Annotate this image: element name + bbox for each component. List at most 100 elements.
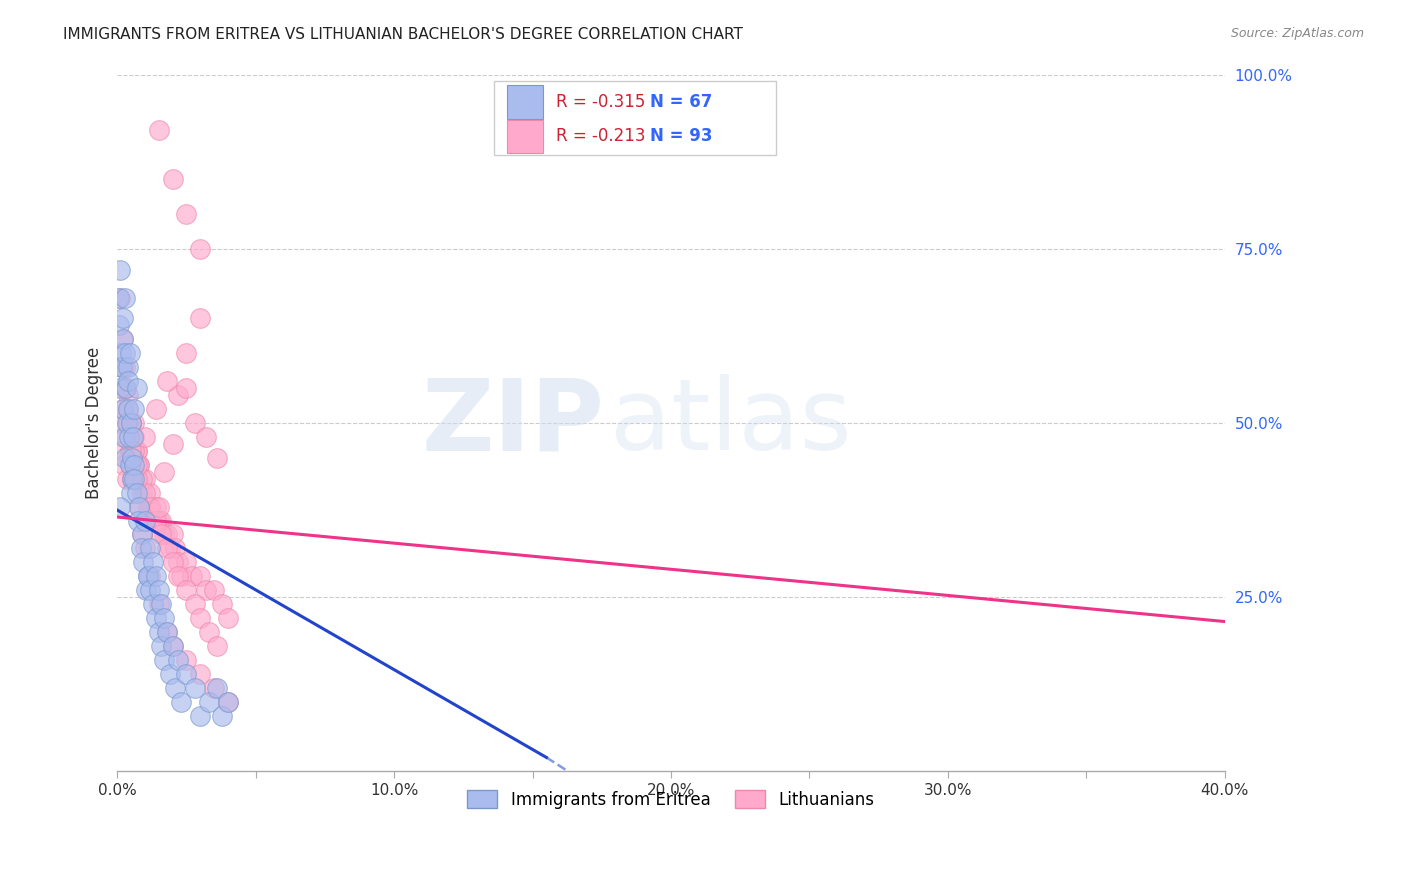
- Point: [114, 360, 136, 375]
- Point: [122, 443, 145, 458]
- Text: Source: ZipAtlas.com: Source: ZipAtlas.com: [1230, 27, 1364, 40]
- Y-axis label: Bachelor's Degree: Bachelor's Degree: [86, 347, 103, 500]
- Point: [156, 625, 179, 640]
- Point: [134, 472, 156, 486]
- Point: [211, 597, 233, 611]
- Point: [142, 597, 165, 611]
- Point: [120, 443, 142, 458]
- Point: [131, 527, 153, 541]
- Point: [111, 360, 134, 375]
- Point: [188, 569, 211, 583]
- Point: [107, 291, 129, 305]
- Point: [148, 123, 170, 137]
- Point: [194, 430, 217, 444]
- Point: [217, 695, 239, 709]
- Point: [150, 514, 173, 528]
- Point: [121, 472, 143, 486]
- Point: [129, 541, 152, 556]
- Point: [167, 653, 190, 667]
- Point: [120, 416, 142, 430]
- Point: [122, 416, 145, 430]
- Point: [128, 500, 150, 514]
- Point: [118, 443, 141, 458]
- Point: [115, 381, 138, 395]
- Point: [125, 443, 148, 458]
- Point: [125, 458, 148, 472]
- Point: [167, 555, 190, 569]
- Point: [131, 485, 153, 500]
- Point: [118, 430, 141, 444]
- Point: [217, 611, 239, 625]
- Point: [188, 611, 211, 625]
- Point: [176, 346, 198, 360]
- Point: [117, 374, 139, 388]
- Point: [162, 437, 184, 451]
- Point: [117, 360, 139, 375]
- Point: [127, 514, 149, 528]
- Point: [188, 311, 211, 326]
- Point: [217, 695, 239, 709]
- Point: [128, 458, 150, 472]
- Point: [131, 527, 153, 541]
- Point: [108, 291, 131, 305]
- Point: [150, 527, 173, 541]
- Point: [125, 472, 148, 486]
- Point: [114, 346, 136, 360]
- Point: [162, 555, 184, 569]
- Point: [114, 450, 136, 465]
- Point: [194, 583, 217, 598]
- Point: [111, 332, 134, 346]
- Point: [139, 500, 162, 514]
- Point: [153, 611, 176, 625]
- Point: [165, 681, 187, 695]
- Point: [197, 625, 219, 640]
- Point: [112, 430, 135, 444]
- Point: [114, 291, 136, 305]
- Point: [134, 541, 156, 556]
- Point: [156, 541, 179, 556]
- Point: [111, 311, 134, 326]
- Point: [162, 639, 184, 653]
- Point: [205, 639, 228, 653]
- Point: [131, 472, 153, 486]
- Text: N = 67: N = 67: [650, 93, 713, 111]
- Text: R = -0.315: R = -0.315: [555, 93, 645, 111]
- Point: [115, 472, 138, 486]
- Point: [148, 625, 170, 640]
- Point: [112, 402, 135, 417]
- Point: [156, 527, 179, 541]
- Point: [120, 416, 142, 430]
- Point: [148, 597, 170, 611]
- Point: [111, 332, 134, 346]
- Point: [124, 458, 146, 472]
- Point: [176, 653, 198, 667]
- Point: [118, 458, 141, 472]
- Point: [110, 346, 132, 360]
- Point: [136, 500, 159, 514]
- Point: [183, 597, 205, 611]
- Point: [125, 443, 148, 458]
- Point: [156, 374, 179, 388]
- Text: N = 93: N = 93: [650, 128, 713, 145]
- Point: [108, 262, 131, 277]
- Point: [134, 514, 156, 528]
- Point: [111, 360, 134, 375]
- Point: [122, 430, 145, 444]
- Point: [125, 381, 148, 395]
- Point: [145, 402, 167, 417]
- Point: [117, 402, 139, 417]
- Point: [156, 625, 179, 640]
- Point: [183, 681, 205, 695]
- Point: [145, 569, 167, 583]
- Point: [148, 583, 170, 598]
- Point: [142, 555, 165, 569]
- Point: [162, 639, 184, 653]
- Point: [136, 569, 159, 583]
- Point: [145, 611, 167, 625]
- Point: [176, 583, 198, 598]
- Legend: Immigrants from Eritrea, Lithuanians: Immigrants from Eritrea, Lithuanians: [461, 783, 882, 815]
- Point: [114, 381, 136, 395]
- Point: [117, 388, 139, 402]
- Point: [211, 708, 233, 723]
- Point: [159, 541, 181, 556]
